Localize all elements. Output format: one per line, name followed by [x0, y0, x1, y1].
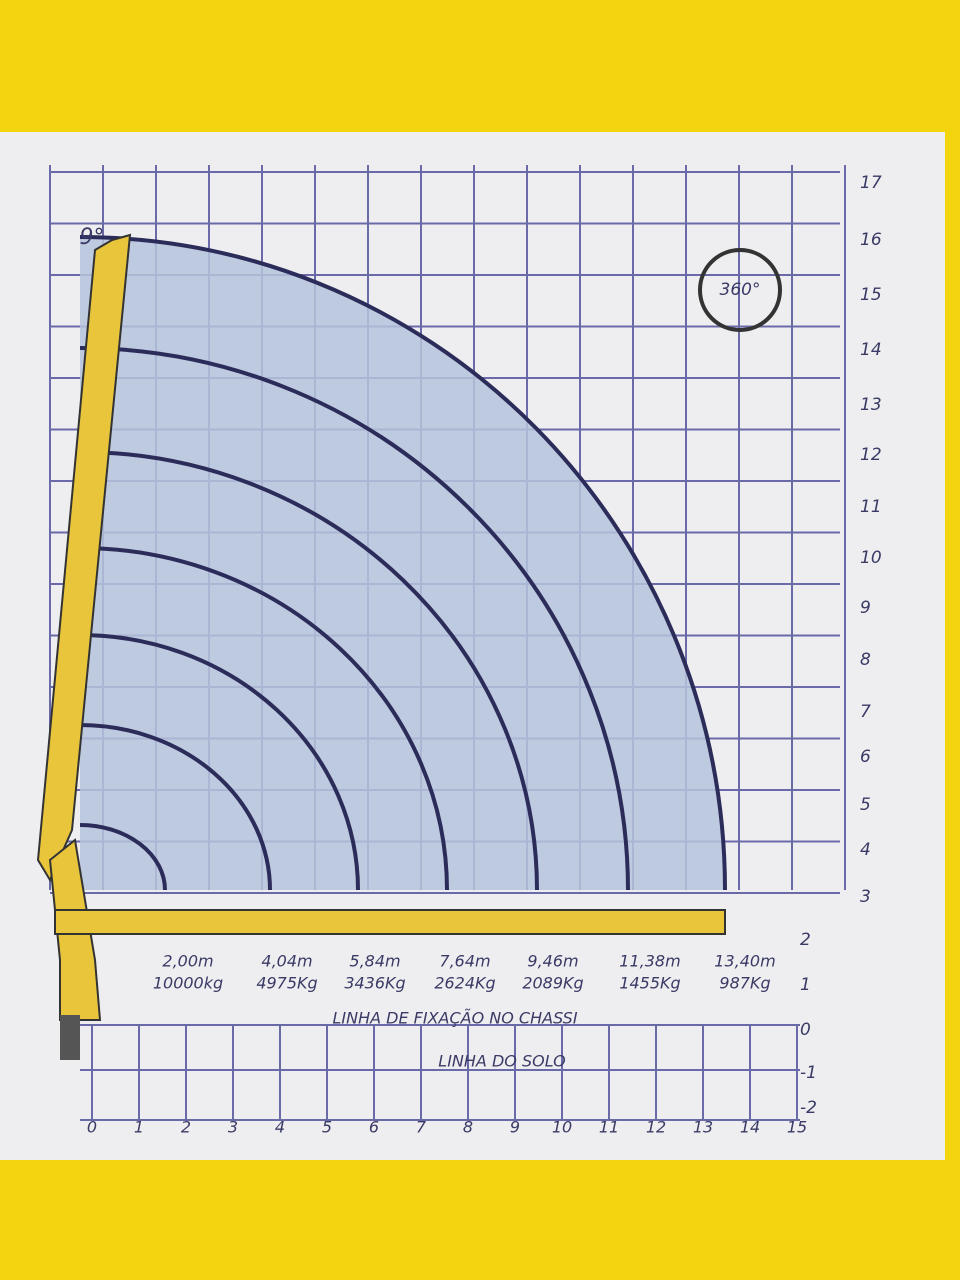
- chassis-line-label: LINHA DE FIXAÇÃO NO CHASSI: [332, 1009, 577, 1028]
- radius-arc: [79, 235, 727, 891]
- bottom-axis-label: 7: [416, 1118, 427, 1137]
- right-axis-label: 5: [860, 795, 871, 815]
- right-axis-label: 1: [800, 975, 811, 995]
- reach-label: 11,38m: [619, 952, 680, 971]
- bottom-axis-label: 4: [275, 1118, 285, 1137]
- radius-arc: [79, 633, 360, 891]
- right-axis-label: 15: [860, 285, 882, 305]
- right-axis-label: 6: [860, 747, 871, 767]
- load-label: 2624Kg: [434, 974, 495, 993]
- right-axis-label: 2: [800, 930, 811, 950]
- angle-label: 9°: [80, 225, 105, 250]
- bottom-axis-label: 12: [646, 1118, 666, 1137]
- radius-arcs: [79, 235, 727, 891]
- bottom-axis-label: 2: [181, 1118, 191, 1137]
- working-area: [80, 237, 725, 890]
- bottom-axis-label: 10: [552, 1118, 572, 1137]
- radius-arc: [79, 546, 449, 891]
- right-axis-label: 16: [860, 230, 882, 250]
- load-label: 3436Kg: [344, 974, 405, 993]
- bottom-axis-label: 5: [322, 1118, 332, 1137]
- right-axis-label: -1: [800, 1063, 817, 1083]
- crane-boom: [36, 233, 726, 1060]
- right-axis-label: 3: [860, 887, 871, 907]
- radius-arc: [79, 823, 167, 891]
- right-axis-label: 4: [860, 840, 871, 860]
- bottom-axis-label: 13: [693, 1118, 713, 1137]
- load-label: 4975Kg: [256, 974, 317, 993]
- reach-label: 5,84m: [349, 952, 400, 971]
- right-axis-label: 14: [860, 340, 882, 360]
- right-axis-label: 17: [860, 173, 882, 193]
- rotation-circle: [698, 248, 782, 332]
- reach-label: 13,40m: [714, 952, 775, 971]
- right-axis-label: 13: [860, 395, 882, 415]
- bottom-axis-label: 6: [369, 1118, 379, 1137]
- bottom-axis-label: 11: [599, 1118, 619, 1137]
- right-axis-label: 7: [860, 702, 871, 722]
- load-label: 2089Kg: [522, 974, 583, 993]
- radius-arc: [79, 723, 272, 891]
- right-axis-label: 9: [860, 598, 871, 618]
- radius-arc: [79, 450, 539, 891]
- bottom-axis-label: 9: [510, 1118, 520, 1137]
- bottom-axis-label: 0: [87, 1118, 97, 1137]
- right-axis-label: 0: [800, 1020, 811, 1040]
- reach-label: 7,64m: [439, 952, 490, 971]
- reach-label: 2,00m: [162, 952, 213, 971]
- load-label: 987Kg: [719, 974, 770, 993]
- bottom-axis-label: 14: [740, 1118, 760, 1137]
- bottom-axis-label: 8: [463, 1118, 473, 1137]
- reach-label: 9,46m: [527, 952, 578, 971]
- bottom-axis-label: 3: [228, 1118, 238, 1137]
- right-axis-label: -2: [800, 1098, 817, 1118]
- ground-line-label: LINHA DO SOLO: [438, 1052, 565, 1071]
- right-axis-label: 10: [860, 548, 882, 568]
- bottom-axis-label: 1: [134, 1118, 144, 1137]
- rotation-label: 360°: [720, 280, 761, 300]
- radius-arc: [79, 346, 630, 891]
- load-label: 1455Kg: [619, 974, 680, 993]
- right-axis-label: 12: [860, 445, 882, 465]
- bottom-axis-label: 15: [787, 1118, 807, 1137]
- load-label: 10000kg: [153, 974, 223, 993]
- right-axis-label: 8: [860, 650, 871, 670]
- right-axis-label: 11: [860, 497, 882, 517]
- reach-label: 4,04m: [261, 952, 312, 971]
